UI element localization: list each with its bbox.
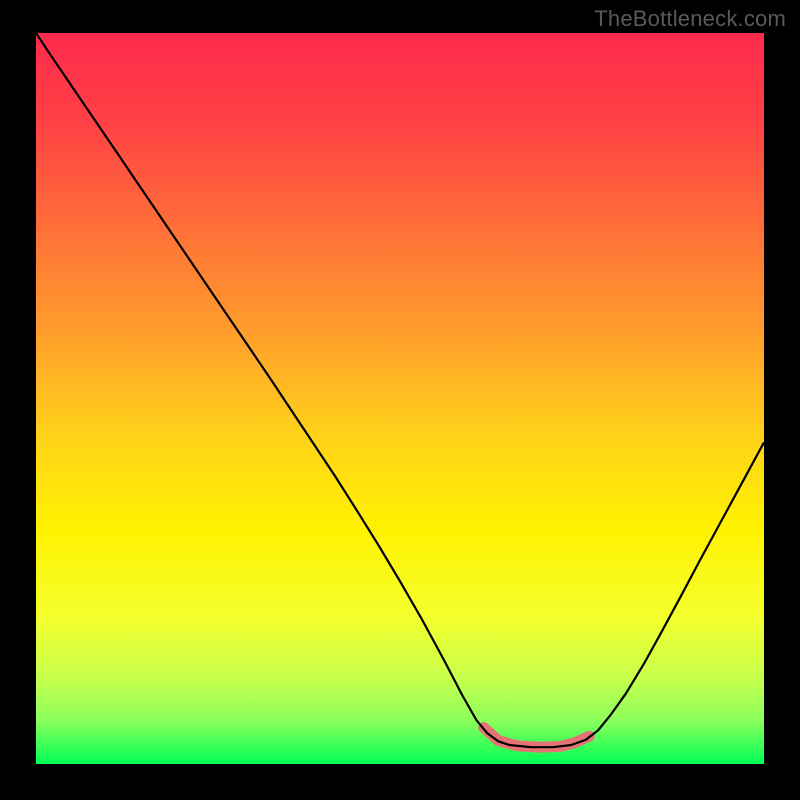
watermark-text: TheBottleneck.com: [594, 6, 786, 32]
bottleneck-curve: [36, 33, 764, 747]
curve-overlay: [36, 33, 764, 764]
plot-area: [36, 33, 764, 764]
chart-container: TheBottleneck.com: [0, 0, 800, 800]
